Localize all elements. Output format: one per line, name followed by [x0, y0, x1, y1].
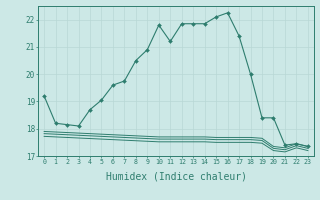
X-axis label: Humidex (Indice chaleur): Humidex (Indice chaleur) [106, 171, 246, 181]
